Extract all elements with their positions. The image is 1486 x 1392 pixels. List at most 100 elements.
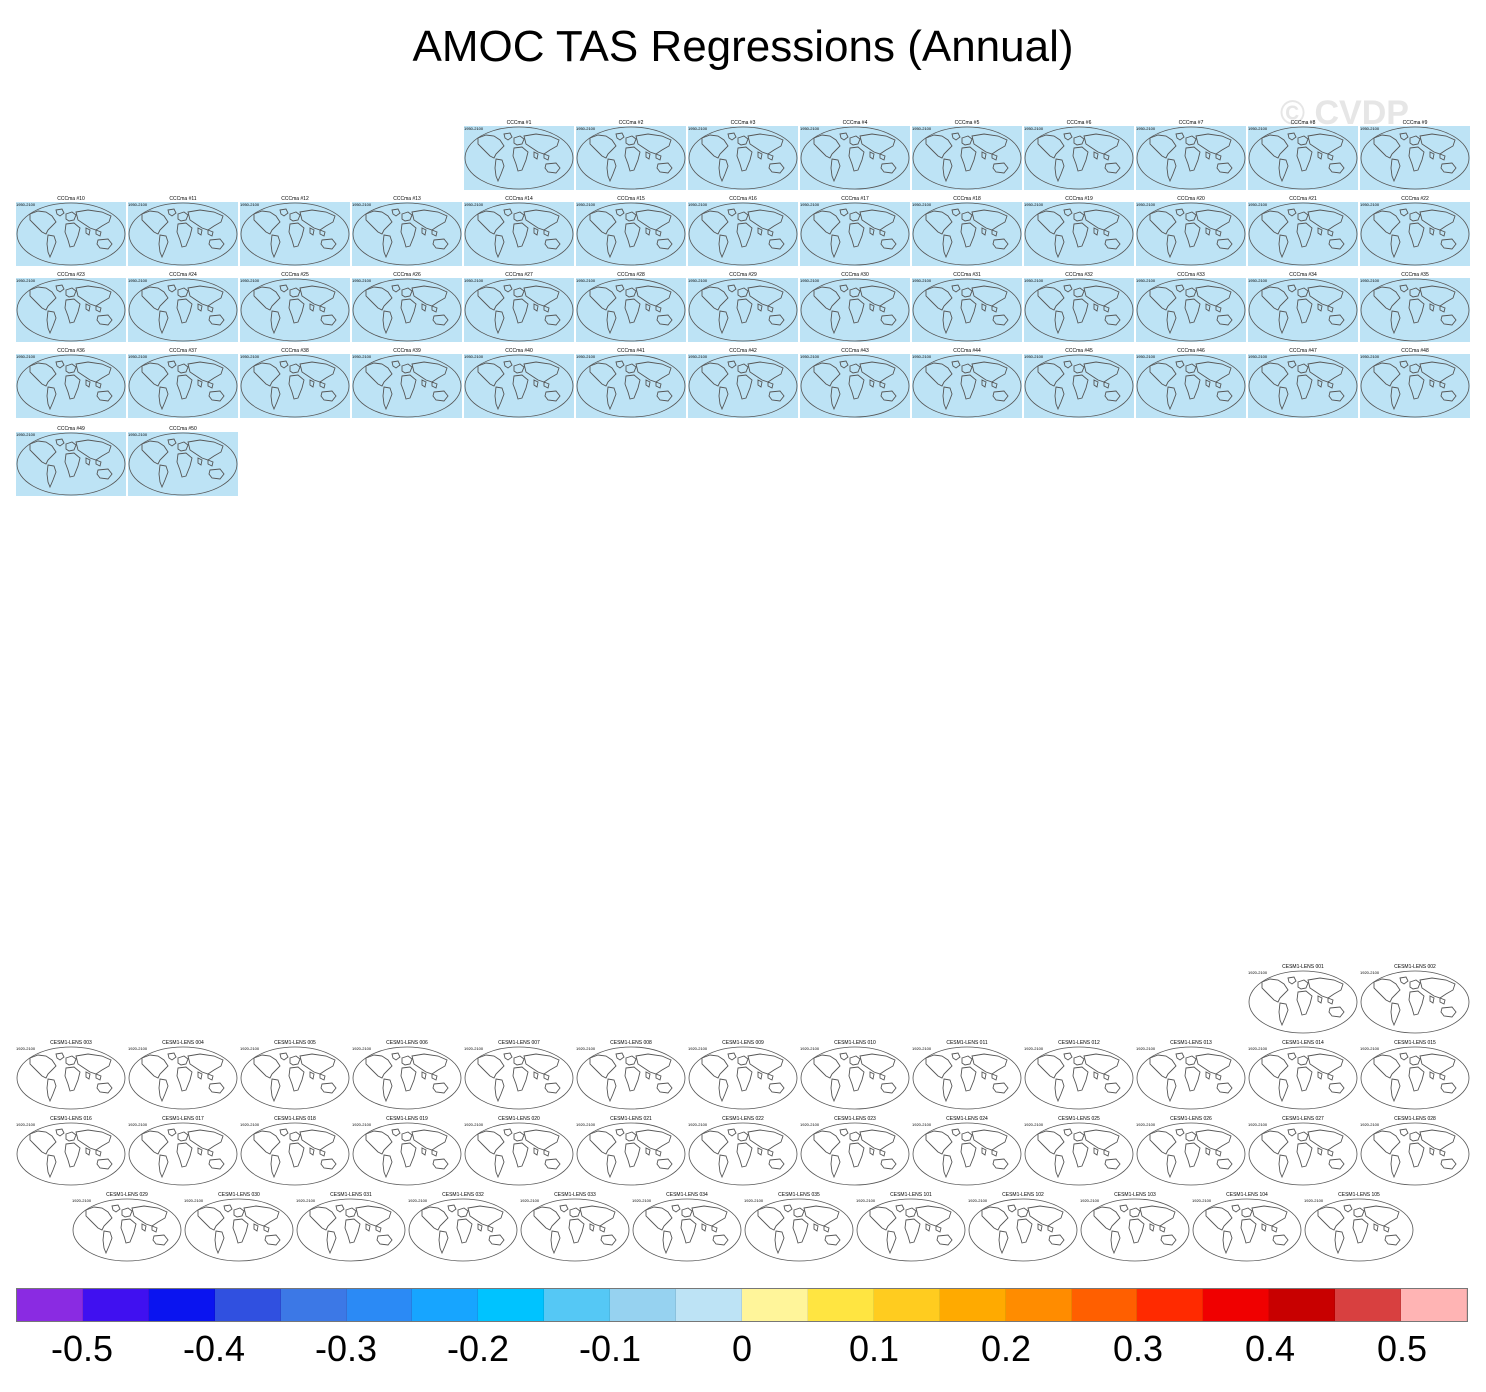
world-map: [1248, 202, 1358, 266]
panel-title: CESM1-LENS 034: [666, 1192, 708, 1198]
coastline: [859, 361, 896, 383]
map-panel: CCCma #5 1950-2100: [912, 120, 1022, 190]
globe-outline: [240, 1046, 350, 1110]
map-panel: CESM1-LENS 102 1920-2100: [968, 1192, 1078, 1262]
coastline: [1149, 286, 1177, 311]
panel-title: CCCma #47: [1289, 348, 1317, 354]
coastline: [214, 1230, 225, 1255]
coastline: [1139, 1205, 1176, 1227]
map-panel: CESM1-LENS 017 1920-2100: [128, 1116, 238, 1186]
coastline: [65, 363, 77, 374]
colorbar-label: -0.4: [182, 1328, 246, 1369]
globe-outline: [1136, 202, 1246, 266]
globe-outline: [128, 1122, 238, 1186]
map-panel: CESM1-LENS 026 1920-2100: [1136, 1116, 1246, 1186]
globe-outline: [688, 202, 798, 266]
coastline: [365, 286, 393, 311]
globe-outline: [1248, 1122, 1358, 1186]
panel-years: 1920-2100: [352, 1122, 372, 1127]
coastline: [880, 1082, 897, 1094]
coastline: [253, 362, 281, 387]
coastline: [1195, 1129, 1232, 1151]
map-panel: CESM1-LENS 101 1920-2100: [856, 1192, 966, 1262]
coastline: [64, 1142, 81, 1168]
coastline: [1093, 151, 1110, 161]
panel-years: 1920-2100: [1080, 1198, 1100, 1203]
coastline: [737, 211, 749, 222]
map-panel: CCCma #25 1950-2100: [240, 272, 350, 342]
coastline: [432, 390, 449, 402]
coastline: [432, 314, 449, 326]
map-panel: CCCma #10 1950-2100: [16, 196, 126, 266]
coastline: [270, 386, 281, 411]
coastline: [177, 1131, 189, 1142]
coastline: [1205, 1071, 1222, 1081]
coastline: [813, 286, 841, 311]
panel-years: 1920-2100: [688, 1046, 708, 1051]
coastline: [65, 287, 77, 298]
coastline: [615, 132, 625, 141]
coastline: [1037, 1223, 1054, 1233]
coastline: [960, 374, 977, 400]
coastline: [1317, 1206, 1345, 1231]
panel-title: CESM1-LENS 011: [946, 1040, 988, 1046]
coastline: [1104, 390, 1121, 402]
coastline: [1073, 363, 1085, 374]
coastline: [747, 1053, 784, 1075]
panel-title: CCCma #28: [617, 272, 645, 278]
map-panel: CESM1-LENS 025 1920-2100: [1024, 1116, 1134, 1186]
world-map: [576, 1122, 686, 1186]
panel-title: CESM1-LENS 031: [330, 1192, 372, 1198]
coastline: [1175, 284, 1185, 293]
coastline: [1399, 208, 1409, 217]
panel-years: 1920-2100: [1024, 1046, 1044, 1051]
coastline: [46, 464, 57, 489]
panel-title: CCCma #18: [953, 196, 981, 202]
coastline: [600, 1234, 617, 1246]
coastline: [1307, 977, 1344, 999]
panel-years: 1950-2100: [1136, 202, 1156, 207]
coastline: [1166, 234, 1177, 259]
coastline: [849, 1055, 861, 1066]
globe-outline: [464, 126, 574, 190]
coastline: [1222, 1230, 1233, 1255]
coastline: [1307, 1129, 1344, 1151]
coastline: [1353, 1207, 1365, 1218]
coastline: [768, 390, 785, 402]
coastline: [824, 1234, 841, 1246]
coastline: [624, 222, 641, 248]
panel-years: 1920-2100: [688, 1122, 708, 1127]
coastline: [1184, 146, 1201, 172]
world-map: [688, 1122, 798, 1186]
panel-years: 1920-2100: [128, 1046, 148, 1051]
world-map: [352, 354, 462, 418]
coastline: [1317, 227, 1334, 237]
panel-title: CCCma #5: [954, 120, 980, 126]
panel-title: CCCma #27: [505, 272, 533, 278]
coastline: [615, 360, 625, 369]
coastline: [1328, 1082, 1345, 1094]
panel-years: 1950-2100: [800, 126, 820, 131]
panel-title: CCCma #25: [281, 272, 309, 278]
coastline: [1149, 1223, 1166, 1233]
coastline: [727, 1052, 737, 1061]
coastline: [120, 1218, 137, 1244]
coastline: [1104, 238, 1121, 250]
coastline: [141, 440, 169, 465]
coastline: [400, 222, 417, 248]
coastline: [75, 1129, 112, 1151]
panel-years: 1950-2100: [576, 202, 596, 207]
coastline: [197, 303, 214, 313]
panel-title: CCCma #6: [1066, 120, 1092, 126]
coastline: [167, 208, 177, 217]
coastline: [1195, 285, 1232, 307]
coastline: [503, 360, 513, 369]
map-panel: CCCma #42 1950-2100: [688, 348, 798, 418]
world-map: [576, 1046, 686, 1110]
map-panel: CCCma #34 1950-2100: [1248, 272, 1358, 342]
colorbar-swatch: [1203, 1289, 1270, 1321]
coastline: [1195, 361, 1232, 383]
panel-years: 1920-2100: [576, 1046, 596, 1051]
coastline: [869, 1147, 886, 1157]
coastline: [895, 1204, 905, 1213]
